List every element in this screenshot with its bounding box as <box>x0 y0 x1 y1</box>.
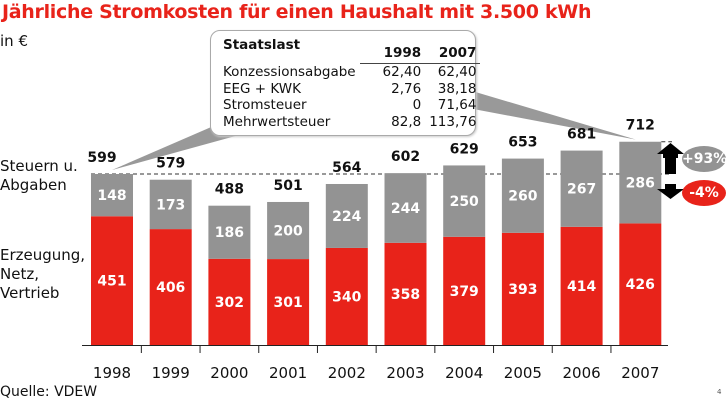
label-total: 599 <box>87 150 116 166</box>
bar-tax <box>91 174 133 217</box>
bar-tax <box>149 179 192 230</box>
staatslast-label: Konzessionsabgabe <box>223 63 356 80</box>
x-tick-label: 2005 <box>504 364 542 382</box>
x-tick-label: 2006 <box>563 364 601 382</box>
bar-tax <box>384 173 427 243</box>
x-tick-label: 2000 <box>210 364 248 382</box>
staatslast-v2007: 113,76 <box>429 113 477 130</box>
staatslast-row: Stromsteuer 0 71,64 <box>219 97 480 114</box>
label-tax: 260 <box>508 189 537 205</box>
label-tax: 250 <box>450 194 479 210</box>
callout-pointer-2007 <box>462 88 637 140</box>
label-total: 629 <box>450 141 479 157</box>
bar-production <box>208 258 251 345</box>
label-total: 602 <box>391 149 420 165</box>
x-tick-label: 2004 <box>445 364 483 382</box>
label-production: 379 <box>450 284 479 300</box>
label-tax: 148 <box>97 188 126 204</box>
staatslast-v2007: 38,18 <box>437 80 477 97</box>
bar-tax <box>325 183 368 248</box>
label-tax: 224 <box>332 209 361 225</box>
label-tax: 186 <box>215 225 244 241</box>
col-2007: 2007 <box>425 35 481 64</box>
label-tax: 173 <box>156 197 185 213</box>
staatslast-v2007: 62,40 <box>437 64 477 80</box>
staatslast-label: Mehrwertsteuer <box>223 113 331 130</box>
bar-tax <box>208 205 251 259</box>
page-number: 4 <box>717 388 722 396</box>
label-total: 681 <box>567 127 596 143</box>
legend-production-label: Erzeugung, Netz, Vertrieb <box>0 246 86 302</box>
label-total: 653 <box>508 135 537 151</box>
label-total: 564 <box>332 160 361 176</box>
label-total: 488 <box>215 182 244 198</box>
label-production: 302 <box>215 295 244 311</box>
col-1998: 1998 <box>359 35 426 64</box>
x-tick-label: 2002 <box>328 364 366 382</box>
staatslast-v1998: 82,8 <box>391 113 422 130</box>
staatslast-v1998: 62,40 <box>382 64 422 80</box>
label-production: 393 <box>508 282 537 298</box>
x-tick-label: 2003 <box>386 364 424 382</box>
bar-production <box>560 226 603 345</box>
x-tick-label: 1998 <box>93 364 131 382</box>
staatslast-v1998: 2,76 <box>391 80 422 97</box>
production-change-badge: -4% <box>682 180 726 206</box>
staatslast-v1998: 0 <box>412 97 422 113</box>
bar-tax <box>560 150 603 227</box>
bar-tax <box>619 141 662 224</box>
label-total: 501 <box>273 178 302 194</box>
x-tick-label: 1999 <box>152 364 190 382</box>
tax-change-badge: +93% <box>682 146 727 172</box>
label-production: 414 <box>567 279 596 295</box>
label-production: 358 <box>391 287 420 303</box>
staatslast-label: Stromsteuer <box>223 97 307 113</box>
up-arrow-icon-shaft <box>665 156 676 174</box>
x-tick-label: 2001 <box>269 364 307 382</box>
bar-production <box>384 242 427 345</box>
bar-production <box>619 223 662 345</box>
bar-tax <box>267 201 310 260</box>
unit-label: in € <box>0 32 28 50</box>
label-production: 340 <box>332 289 361 305</box>
label-production: 406 <box>156 280 185 296</box>
bar-production <box>149 229 192 345</box>
staatslast-row: Konzessionsabgabe 62,40 62,40 <box>219 64 480 81</box>
bar-production <box>443 236 486 345</box>
label-production: 426 <box>626 277 655 293</box>
label-tax: 267 <box>567 182 596 198</box>
label-production: 451 <box>97 274 126 290</box>
label-total: 712 <box>626 118 655 134</box>
staatslast-callout: Staatslast 1998 2007 Konzessionsabgabe 62… <box>210 30 481 136</box>
chart-title: Jährliche Stromkosten für einen Haushalt… <box>2 1 592 23</box>
label-production: 301 <box>273 295 302 311</box>
legend-tax-label: Steuern u. Abgaben <box>0 157 78 194</box>
bar-production <box>501 232 544 345</box>
x-tick-label: 2007 <box>621 364 659 382</box>
bar-production <box>91 216 133 345</box>
bar-production <box>267 259 310 345</box>
label-tax: 244 <box>391 201 420 217</box>
label-tax: 200 <box>273 224 302 240</box>
source-label: Quelle: VDEW <box>0 384 98 400</box>
up-arrow-icon <box>657 143 684 158</box>
label-total: 579 <box>156 156 185 172</box>
staatslast-row: Mehrwertsteuer 82,8 113,76 <box>219 114 480 131</box>
staatslast-label: EEG + KWK <box>223 80 301 97</box>
staatslast-row: EEG + KWK 2,76 38,18 <box>219 81 480 98</box>
label-tax: 286 <box>626 176 655 192</box>
staatslast-table: Staatslast 1998 2007 Konzessionsabgabe 62… <box>219 35 481 131</box>
staatslast-v2007: 71,64 <box>437 97 477 113</box>
bar-tax <box>501 158 544 233</box>
bar-tax <box>443 165 486 237</box>
down-arrow-icon <box>657 184 684 199</box>
bar-production <box>325 247 368 345</box>
staatslast-title: Staatslast <box>223 37 301 53</box>
